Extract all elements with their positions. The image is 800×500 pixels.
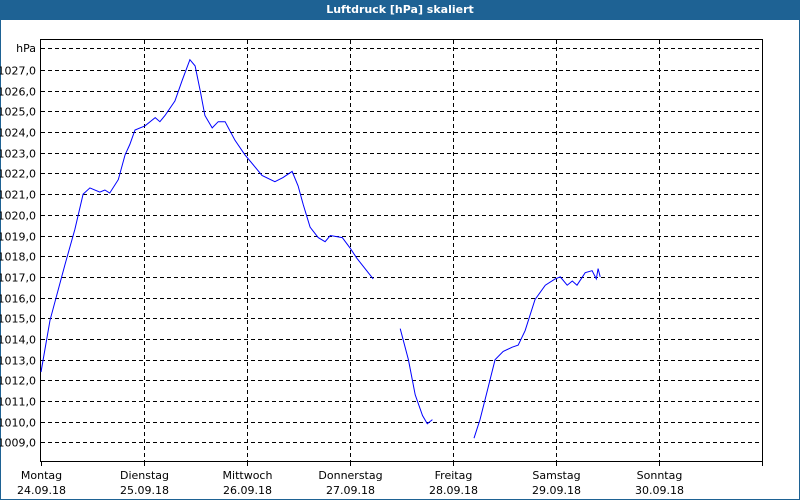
y-tick-label: 1018,0: [0, 251, 36, 264]
y-tick-label: 1026,0: [0, 86, 36, 99]
pressure-line-segment: [40, 58, 374, 373]
y-tick-label: 1023,0: [0, 148, 36, 161]
x-tick-day: Montag: [21, 469, 62, 482]
y-tick-label: 1010,0: [0, 417, 36, 430]
x-tick-day: Freitag: [435, 469, 473, 482]
y-tick-label: 1017,0: [0, 272, 36, 285]
y-tick-label: 1027,0: [0, 65, 36, 78]
x-tick-day: Sonntag: [637, 469, 683, 482]
x-tick-date: 24.09.18: [17, 484, 66, 497]
y-tick-label: 1011,0: [0, 396, 36, 409]
y-tick-label: 1016,0: [0, 293, 36, 306]
x-tick-date: 29.09.18: [532, 484, 581, 497]
y-tick-label: 1022,0: [0, 168, 36, 181]
y-tick-label: 1014,0: [0, 334, 36, 347]
x-tick-date: 30.09.18: [635, 484, 684, 497]
pressure-line-segment: [473, 268, 601, 439]
plot-frame: [40, 39, 763, 462]
y-tick-label: 1024,0: [0, 127, 36, 140]
x-tick-date: 27.09.18: [326, 484, 375, 497]
x-tick-day: Mittwoch: [223, 469, 273, 482]
y-tick-label: 1009,0: [0, 437, 36, 450]
pressure-line-segment: [399, 328, 433, 425]
x-tick-date: 26.09.18: [223, 484, 272, 497]
chart-title: Luftdruck [hPa] skaliert: [0, 0, 800, 20]
y-axis-unit: hPa: [16, 42, 36, 55]
x-tick-date: 25.09.18: [120, 484, 169, 497]
x-tick-day: Donnerstag: [318, 469, 382, 482]
y-tick-label: 1020,0: [0, 210, 36, 223]
x-tick-day: Samstag: [532, 469, 580, 482]
y-tick-label: 1012,0: [0, 375, 36, 388]
x-tick-date: 28.09.18: [429, 484, 478, 497]
y-tick-label: 1025,0: [0, 106, 36, 119]
y-tick-label: 1021,0: [0, 189, 36, 202]
y-tick-label: 1015,0: [0, 313, 36, 326]
y-tick-label: 1019,0: [0, 231, 36, 244]
y-tick-label: 1013,0: [0, 355, 36, 368]
x-tick-day: Dienstag: [120, 469, 169, 482]
